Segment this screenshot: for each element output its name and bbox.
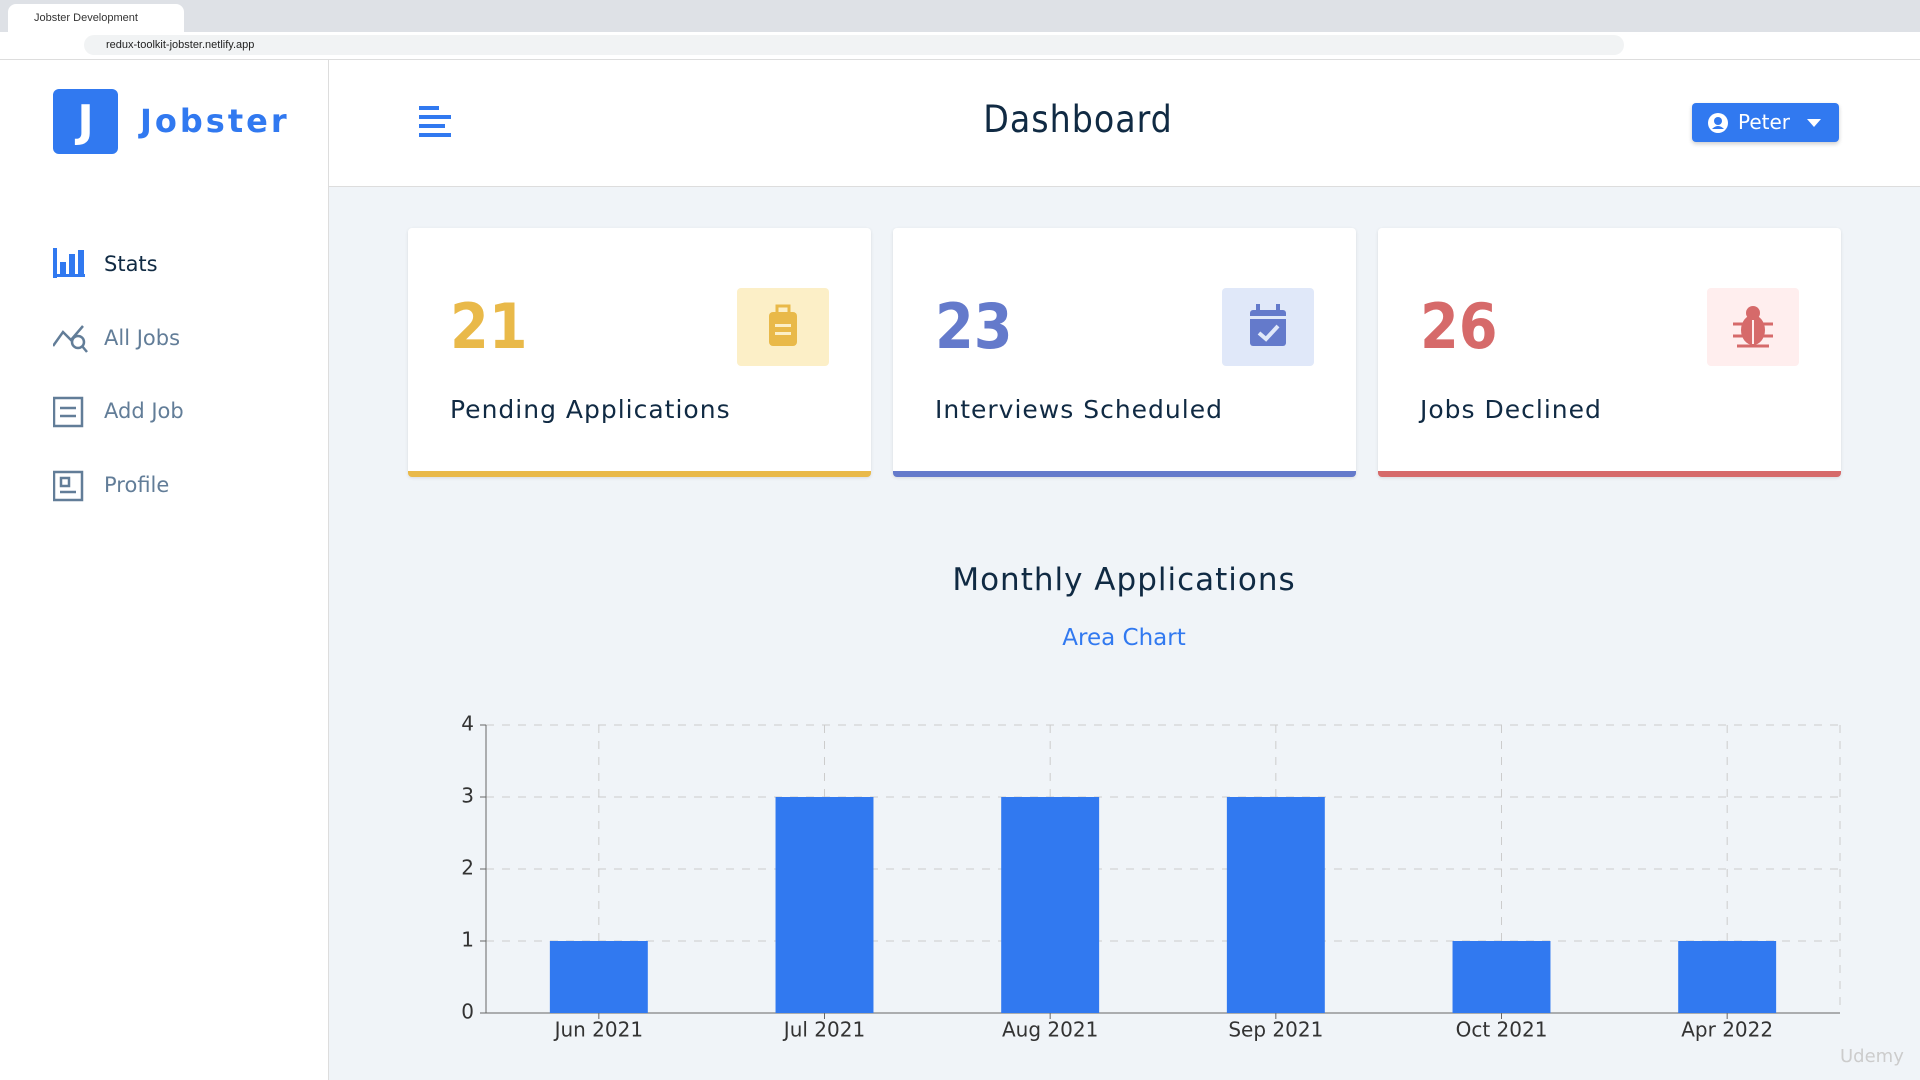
stat-card: 21 Pending Applications	[408, 228, 871, 477]
x-tick-label: Jun 2021	[553, 1018, 644, 1042]
chart-toggle[interactable]: Area Chart	[1000, 624, 1248, 652]
bar	[1226, 797, 1325, 1013]
x-tick-label: Jul 2021	[782, 1018, 865, 1042]
bar	[1678, 941, 1777, 1013]
logo[interactable]: J	[53, 89, 118, 154]
stat-icon	[1222, 288, 1314, 366]
icon-glyph	[769, 304, 797, 346]
brand: Jobster	[140, 102, 290, 140]
icon-glyph	[1733, 306, 1773, 348]
x-tick-label: Aug 2021	[1002, 1018, 1098, 1042]
bar	[1452, 941, 1551, 1013]
stat-card: 26 Jobs Declined	[1378, 228, 1841, 477]
stat-count: 23	[935, 290, 1013, 363]
nav-link[interactable]: Stats	[104, 252, 158, 276]
url-field[interactable]: redux-toolkit-jobster.netlify.app	[84, 35, 1624, 55]
user-button[interactable]: Peter	[1692, 103, 1839, 142]
stat-count: 26	[1420, 290, 1498, 363]
y-tick-label: 3	[461, 784, 474, 808]
bar	[549, 941, 648, 1013]
page-title: Dashboard	[983, 98, 1173, 141]
x-tick-label: Oct 2021	[1456, 1018, 1548, 1042]
browser-tab[interactable]: Jobster Development	[8, 4, 184, 32]
user-name: Peter	[1738, 110, 1791, 134]
sidebar	[0, 60, 329, 1080]
nav-icons	[53, 248, 88, 502]
y-tick-label: 1	[461, 928, 474, 952]
tab-bar	[0, 0, 1920, 32]
bar	[1001, 797, 1100, 1013]
stat-label: Pending Applications	[450, 395, 731, 424]
chart-title: Monthly Applications	[952, 562, 1296, 598]
nav-link[interactable]: Profile	[104, 473, 170, 497]
x-tick-label: Apr 2022	[1681, 1018, 1773, 1042]
icon-glyph	[1250, 304, 1286, 346]
bar	[775, 797, 874, 1013]
stat-label: Interviews Scheduled	[935, 395, 1223, 424]
y-tick-label: 0	[461, 1000, 474, 1024]
stat-icon	[1707, 288, 1799, 366]
x-tick-label: Sep 2021	[1228, 1018, 1323, 1042]
user-icon	[1708, 113, 1728, 133]
watermark: Udemy	[1840, 1046, 1904, 1067]
nav-link[interactable]: Add Job	[104, 399, 184, 423]
header	[329, 60, 1920, 187]
stat-card: 23 Interviews Scheduled	[893, 228, 1356, 477]
y-tick-label: 4	[461, 712, 474, 736]
stat-icon	[737, 288, 829, 366]
menu-toggle[interactable]	[419, 106, 453, 140]
stat-count: 21	[450, 290, 528, 363]
stat-label: Jobs Declined	[1420, 395, 1602, 424]
nav-link[interactable]: All Jobs	[104, 326, 181, 350]
y-tick-label: 2	[461, 856, 474, 880]
caret	[1807, 119, 1821, 127]
